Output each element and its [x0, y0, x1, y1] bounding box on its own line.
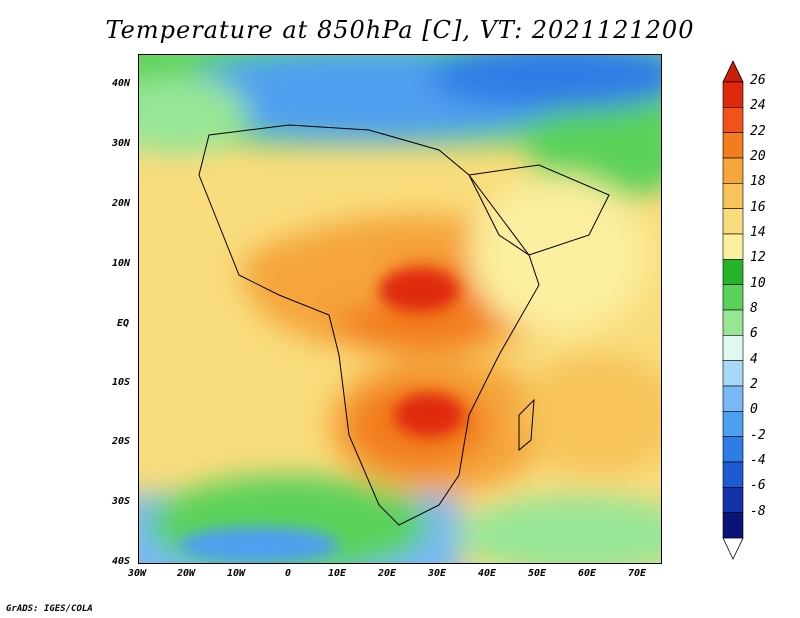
y-tick-label: 40N — [112, 78, 131, 89]
colorbar-swatch — [722, 259, 744, 285]
y-tick-label: 20S — [112, 436, 131, 447]
chart-title: Temperature at 850hPa [C], VT: 202112120… — [105, 16, 695, 44]
y-tick-label: 10S — [112, 377, 131, 388]
colorbar-label: 0 — [750, 402, 758, 418]
colorbar-swatch — [722, 233, 744, 260]
colorbar-swatch — [722, 385, 744, 412]
x-tick-label: 70E — [628, 568, 647, 579]
x-tick-label: 20E — [378, 568, 397, 579]
y-tick-label: 30S — [112, 496, 131, 507]
colorbar-label: 10 — [750, 275, 766, 291]
colorbar-top-arrow — [722, 60, 744, 83]
colorbar-label: 26 — [750, 73, 766, 88]
map-panel — [138, 54, 662, 564]
x-tick-label: 10E — [328, 568, 347, 579]
y-tick-label: EQ — [117, 318, 130, 329]
colorbar-swatch — [722, 208, 744, 235]
colorbar-label: -4 — [750, 453, 766, 468]
colorbar-swatches — [722, 60, 744, 560]
colorbar-swatch — [722, 512, 744, 539]
colorbar-label: 14 — [750, 225, 766, 240]
colorbar-bottom-arrow — [722, 537, 744, 560]
colorbar-swatch — [722, 107, 744, 133]
colorbar-label: 8 — [750, 301, 758, 316]
x-tick-label: 0 — [285, 568, 292, 579]
x-tick-label: 10W — [227, 568, 246, 579]
colorbar-swatch — [722, 461, 744, 488]
colorbar-label: 4 — [750, 351, 758, 367]
coastline-arabia — [468, 164, 610, 256]
x-tick-label: 30W — [128, 568, 147, 579]
colorbar-swatch — [722, 436, 744, 463]
x-tick-label: 40E — [478, 568, 497, 579]
temperature-field — [139, 55, 661, 563]
y-tick-label: 30N — [112, 138, 131, 149]
colorbar-label: 12 — [750, 250, 766, 266]
colorbar-swatch — [722, 132, 744, 159]
x-tick-label: 30E — [428, 568, 447, 579]
coastline-madagascar — [518, 398, 535, 452]
colorbar-label: 6 — [750, 326, 758, 342]
x-tick-label: 50E — [528, 568, 547, 579]
colorbar-swatch — [722, 335, 744, 361]
y-tick-label: 20N — [112, 198, 131, 209]
x-tick-label: 60E — [578, 568, 597, 579]
colorbar-swatch — [722, 309, 744, 336]
colorbar-swatch — [722, 81, 744, 108]
colorbar-swatch — [722, 157, 744, 184]
colorbar-label: 20 — [750, 149, 766, 164]
colorbar-label: 24 — [750, 98, 766, 114]
colorbar-swatch — [722, 411, 744, 437]
colorbar-swatch — [722, 284, 744, 311]
colorbar-label: -6 — [750, 478, 766, 494]
colorbar-swatch — [722, 183, 744, 209]
colorbar-label: -2 — [750, 427, 766, 443]
credit-footer: GrADS: IGES/COLA — [6, 604, 93, 614]
x-tick-label: 20W — [177, 568, 196, 579]
coastline-africa — [198, 124, 540, 526]
colorbar-label: 18 — [750, 174, 766, 190]
colorbar-label: -8 — [750, 503, 766, 519]
y-tick-label: 40S — [112, 556, 131, 567]
colorbar-swatch — [722, 487, 744, 513]
colorbar-label: 16 — [750, 199, 766, 215]
y-tick-label: 10N — [112, 258, 131, 269]
colorbar-label: 2 — [750, 377, 758, 392]
colorbar-label: 22 — [750, 123, 766, 139]
colorbar-swatch — [722, 360, 744, 387]
